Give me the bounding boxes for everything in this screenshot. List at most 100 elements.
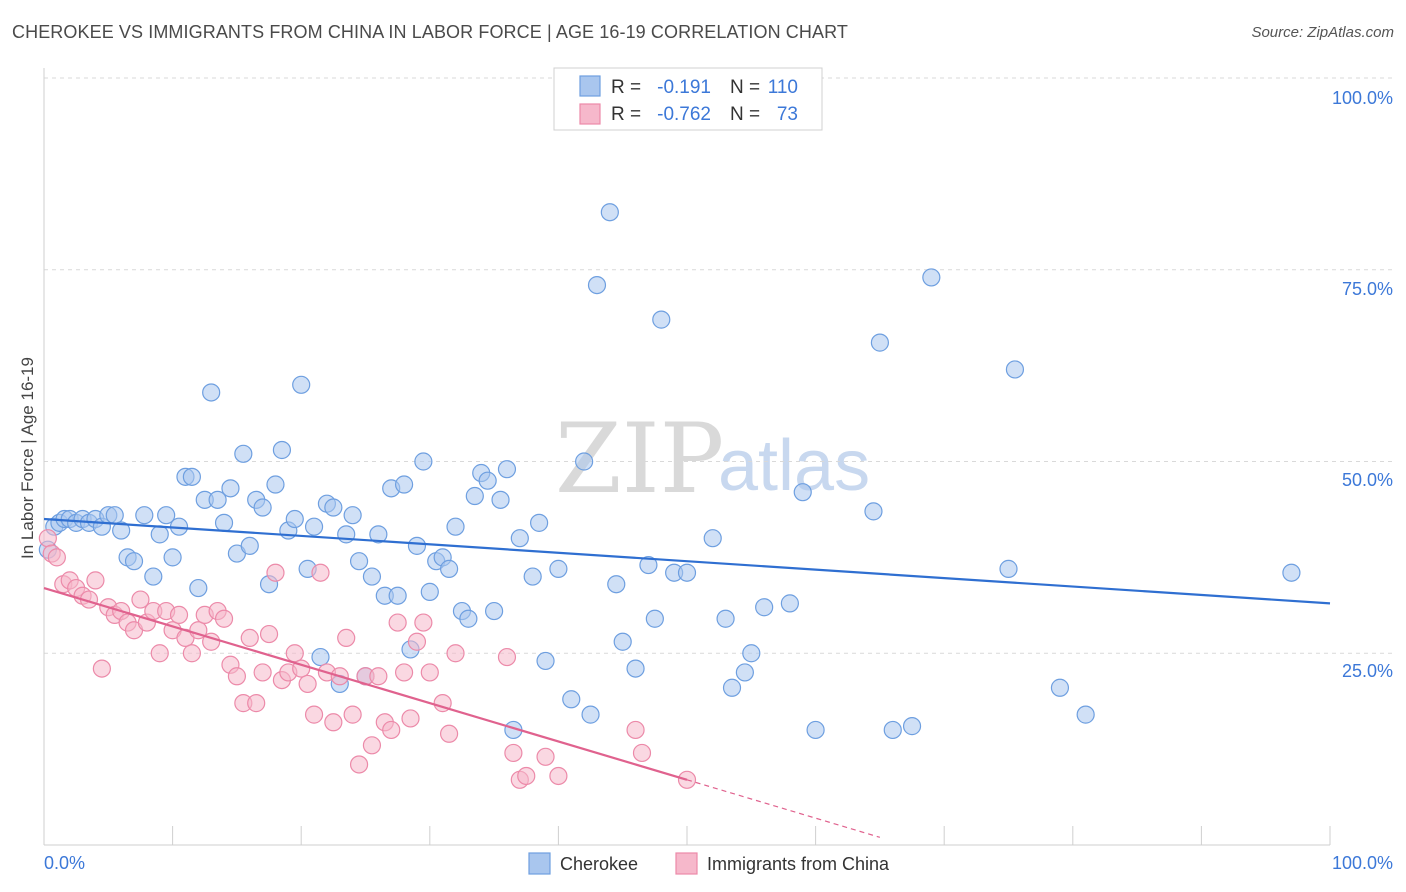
china-point-42: [304, 705, 324, 724]
y-tick-label-100: 100.0%: [1332, 88, 1393, 108]
cherokee-point-57: [407, 536, 427, 555]
china-point-43: [311, 563, 330, 582]
cherokee-point-55: [394, 475, 414, 494]
cherokee-point-33: [253, 498, 272, 517]
cherokee-point-41: [304, 517, 324, 536]
cherokee-trend-line: [43, 517, 1331, 605]
cherokee-point-48: [349, 552, 369, 571]
y-axis-label: In Labor Force | Age 16-19: [18, 357, 37, 559]
cherokee-point-16: [144, 567, 163, 586]
china-point-45: [324, 713, 343, 732]
x-tick-label-0: 0.0%: [44, 853, 85, 873]
china-point-36: [266, 563, 285, 582]
cherokee-point-101: [870, 333, 890, 352]
china-point-28: [214, 609, 234, 628]
cherokee-point-15: [135, 506, 154, 525]
cherokee-point-11: [105, 506, 124, 525]
cherokee-point-18: [157, 506, 176, 525]
cherokee-point-105: [999, 559, 1018, 578]
cherokee-r-label: R =: [611, 77, 641, 98]
cherokee-point-31: [240, 536, 259, 555]
cherokee-point-23: [189, 578, 208, 598]
cherokee-point-106: [1005, 360, 1025, 379]
y-tick-label-50: 50.0%: [1342, 470, 1393, 490]
cherokee-point-68: [478, 471, 497, 490]
cherokee-n-label: N =: [730, 77, 760, 98]
cherokee-point-42: [311, 647, 330, 667]
cherokee-point-97: [780, 594, 799, 613]
china-point-69: [549, 766, 568, 786]
cherokee-point-83: [607, 575, 626, 594]
china-point-49: [349, 755, 369, 774]
cherokee-point-95: [742, 644, 761, 663]
cherokee-point-77: [549, 559, 568, 578]
china-point-34: [253, 663, 272, 682]
cherokee-point-47: [343, 506, 362, 525]
cherokee-point-28: [221, 479, 240, 498]
cherokee-point-76: [536, 651, 555, 671]
cherokee-point-71: [497, 460, 517, 479]
cherokee-point-30: [234, 444, 253, 463]
china-legend-swatch: [579, 103, 601, 125]
cherokee-point-50: [362, 567, 382, 586]
china-point-64: [497, 647, 517, 667]
cherokee-point-98: [793, 483, 812, 502]
china-point-30: [227, 667, 246, 686]
china-point-32: [240, 628, 259, 648]
china-point-70: [626, 720, 645, 740]
china-point-56: [394, 663, 414, 682]
x-tick-label-100: 100.0%: [1332, 853, 1393, 873]
cherokee-point-86: [639, 555, 658, 575]
cherokee-point-88: [652, 310, 671, 329]
china-point-9: [92, 659, 111, 678]
cherokee-point-91: [703, 529, 722, 548]
cherokee-point-85: [626, 659, 645, 678]
cherokee-point-82: [600, 203, 619, 222]
bottom-legend: Cherokee Immigrants from China: [528, 852, 890, 875]
china-point-47: [337, 628, 356, 648]
y-tick-label-75: 75.0%: [1342, 279, 1393, 299]
cherokee-point-35: [266, 475, 285, 494]
cherokee-point-109: [1282, 563, 1301, 582]
cherokee-point-90: [677, 563, 697, 582]
cherokee-point-36: [272, 440, 292, 460]
cherokee-point-81: [587, 275, 607, 295]
cherokee-point-87: [645, 609, 664, 628]
china-trend-extension: [686, 779, 881, 838]
cherokee-point-27: [214, 513, 234, 532]
china-point-51: [362, 736, 382, 755]
china-point-63: [446, 644, 465, 663]
chart-title: CHEROKEE VS IMMIGRANTS FROM CHINA IN LAB…: [12, 22, 848, 42]
china-point-55: [388, 613, 407, 632]
china-n-value: 73: [777, 104, 798, 125]
cherokee-point-96: [755, 598, 774, 617]
cherokee-point-100: [864, 502, 883, 521]
cherokee-point-44: [324, 498, 343, 517]
china-point-60: [420, 663, 439, 682]
cherokee-point-69: [485, 601, 504, 621]
china-point-39: [285, 644, 304, 663]
china-trend-line: [43, 587, 688, 781]
cherokee-point-107: [1050, 678, 1070, 697]
china-point-59: [414, 613, 433, 632]
cherokee-point-103: [902, 717, 922, 736]
cherokee-point-54: [388, 586, 407, 605]
grid: [44, 77, 1394, 654]
cherokee-point-84: [613, 632, 632, 651]
china-point-58: [407, 632, 427, 651]
cherokee-point-80: [581, 705, 600, 724]
source-label: Source: ZipAtlas.com: [1251, 24, 1394, 41]
cherokee-r-value: -0.191: [657, 77, 711, 98]
cherokee-point-102: [883, 720, 902, 740]
cherokee-point-74: [523, 567, 542, 586]
cherokee-point-92: [716, 609, 735, 628]
cherokee-point-17: [150, 525, 169, 544]
china-point-71: [632, 743, 652, 763]
y-tick-label-25: 25.0%: [1342, 661, 1393, 681]
china-point-62: [439, 724, 459, 743]
cherokee-n-value: 110: [768, 77, 798, 98]
china-point-33: [247, 694, 266, 713]
cherokee-point-108: [1076, 705, 1095, 724]
cherokee-point-73: [510, 529, 529, 548]
china-point-2: [47, 548, 66, 567]
